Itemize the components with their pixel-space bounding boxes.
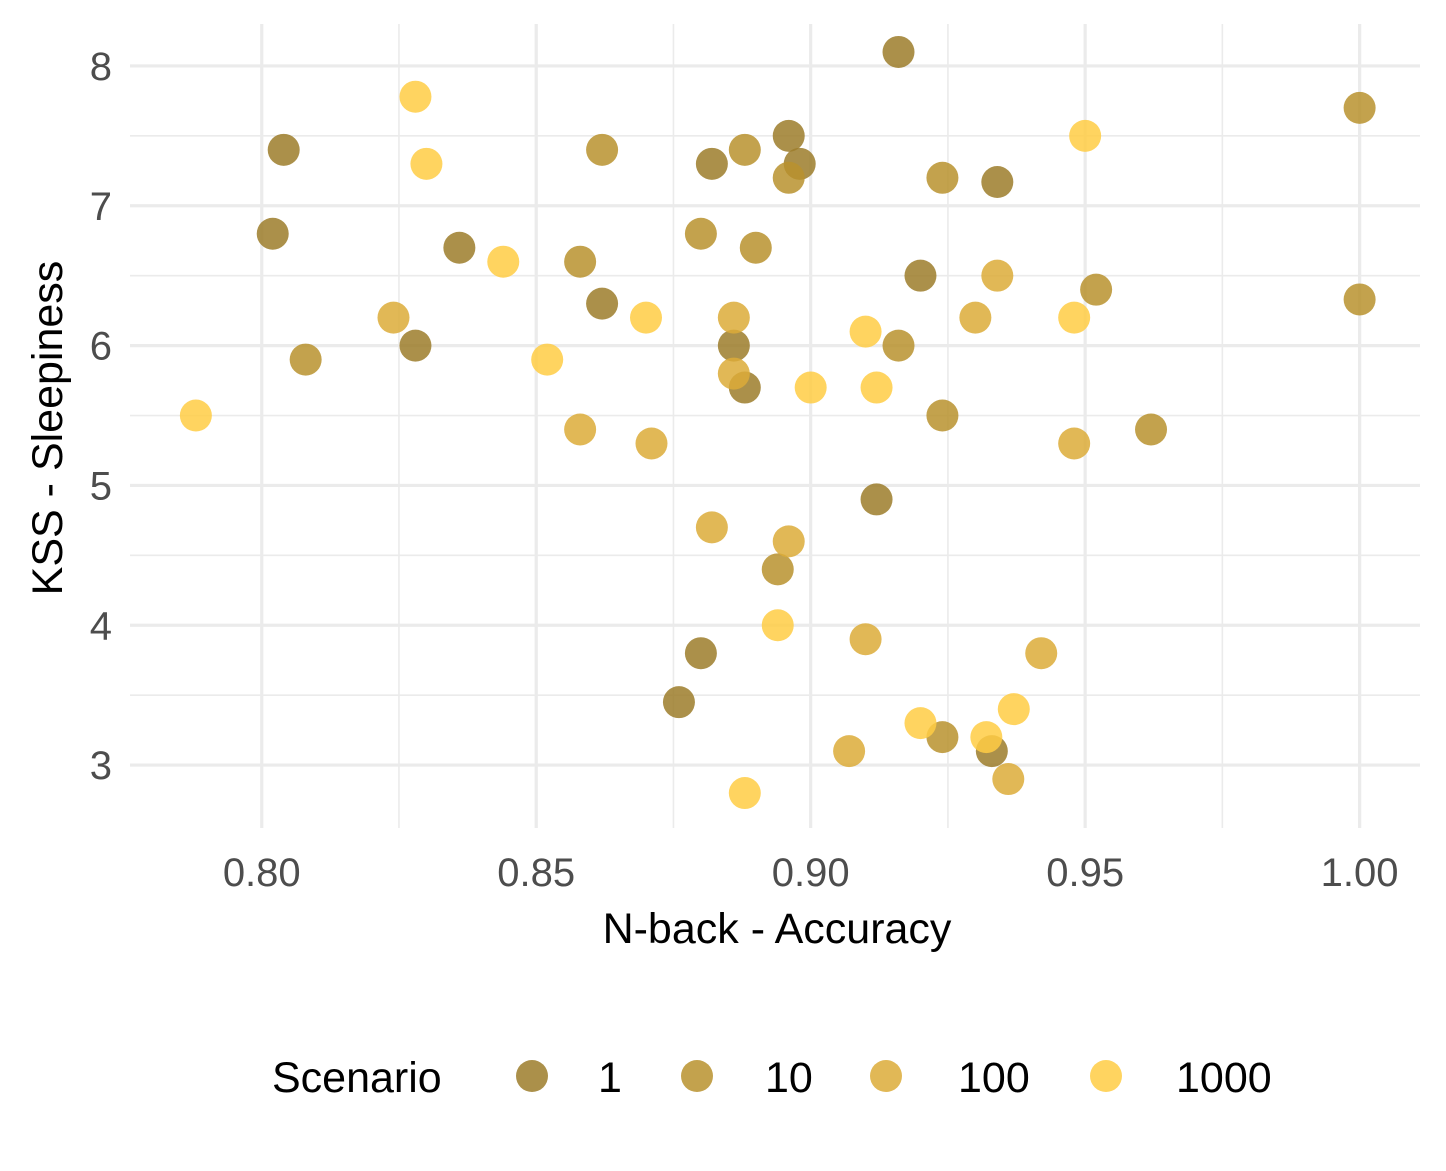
data-points: [179, 35, 1376, 810]
legend: Scenario 1 10 100 1000: [272, 1054, 1272, 1102]
scatter-point-scenario-1: [684, 637, 717, 670]
scatter-point-scenario-10: [564, 245, 597, 278]
scatter-point-scenario-1000: [849, 315, 882, 348]
scatter-point-scenario-100: [1025, 637, 1058, 670]
scatter-point-scenario-1: [695, 147, 728, 180]
scatter-point-scenario-1: [772, 119, 805, 152]
scatter-point-scenario-1: [267, 133, 300, 166]
y-tick-label: 5: [90, 464, 112, 508]
y-tick-label: 6: [90, 325, 112, 369]
scatter-point-scenario-1000: [794, 371, 827, 404]
scatter-point-scenario-1000: [904, 707, 937, 740]
scatter-point-scenario-10: [1343, 91, 1376, 124]
scatter-point-scenario-1000: [860, 371, 893, 404]
scatter-point-scenario-10: [926, 161, 959, 194]
y-tick-label: 7: [90, 185, 112, 229]
x-tick-label: 1.00: [1321, 851, 1399, 895]
legend-key-10: [681, 1060, 713, 1092]
x-tick-label: 0.95: [1046, 851, 1124, 895]
scatter-point-scenario-1000: [761, 609, 794, 642]
scatter-point-scenario-1000: [531, 343, 564, 376]
legend-key-1: [516, 1060, 548, 1092]
scatter-point-scenario-100: [772, 525, 805, 558]
y-axis-tick-labels: 3 4 5 6 7 8: [90, 45, 112, 788]
scatter-point-scenario-100: [717, 357, 750, 390]
y-tick-label: 3: [90, 744, 112, 788]
scatter-point-scenario-100: [695, 511, 728, 544]
legend-label-10: 10: [765, 1054, 813, 1102]
scatter-point-scenario-10: [772, 161, 805, 194]
scatter-point-scenario-1: [860, 483, 893, 516]
scatter-point-scenario-100: [849, 623, 882, 656]
legend-title: Scenario: [272, 1054, 442, 1102]
scatter-point-scenario-100: [992, 763, 1025, 796]
scatter-point-scenario-10: [926, 399, 959, 432]
scatter-point-scenario-10: [882, 329, 915, 362]
scatter-point-scenario-1000: [1069, 119, 1102, 152]
x-tick-label: 0.80: [223, 851, 301, 895]
x-axis-title: N-back - Accuracy: [603, 905, 952, 953]
scatter-point-scenario-1000: [399, 80, 432, 113]
scatter-point-scenario-1000: [970, 721, 1003, 754]
scatter-point-scenario-1: [981, 166, 1014, 199]
scatter-point-scenario-1000: [1058, 301, 1091, 334]
scatter-point-scenario-1: [256, 217, 289, 250]
scatter-point-scenario-1: [586, 287, 619, 320]
x-tick-label: 0.85: [497, 851, 575, 895]
scatter-point-scenario-100: [377, 301, 410, 334]
scatter-point-scenario-10: [761, 553, 794, 586]
scatter-point-scenario-1: [399, 329, 432, 362]
scatter-point-scenario-1: [717, 329, 750, 362]
scatter-point-scenario-10: [684, 217, 717, 250]
scatter-point-scenario-10: [1343, 283, 1376, 316]
scatter-point-scenario-1000: [410, 147, 443, 180]
scatter-point-scenario-1000: [179, 399, 212, 432]
scatter-point-scenario-100: [1058, 427, 1091, 460]
scatter-point-scenario-1: [882, 35, 915, 68]
scatter-point-scenario-10: [728, 133, 761, 166]
scatter-point-scenario-100: [717, 301, 750, 334]
y-tick-label: 4: [90, 604, 112, 648]
scatter-point-scenario-10: [586, 133, 619, 166]
y-tick-label: 8: [90, 45, 112, 89]
legend-key-1000: [1090, 1060, 1122, 1092]
scatter-point-scenario-1000: [630, 301, 662, 334]
y-axis-title: KSS - Sleepiness: [24, 261, 72, 596]
x-axis-tick-labels: 0.80 0.85 0.90 0.95 1.00: [223, 851, 1399, 895]
scatter-point-scenario-1: [904, 259, 937, 292]
scatter-point-scenario-10: [739, 231, 772, 264]
legend-key-100: [870, 1060, 902, 1092]
scatter-point-scenario-100: [959, 301, 992, 334]
grid-lines: [130, 24, 1420, 828]
scatter-point-scenario-10: [289, 343, 322, 376]
scatter-point-scenario-1000: [487, 245, 520, 278]
scatter-point-scenario-100: [564, 413, 597, 446]
legend-label-1000: 1000: [1176, 1054, 1272, 1102]
scatter-point-scenario-10: [1080, 273, 1113, 306]
legend-label-100: 100: [958, 1054, 1030, 1102]
scatter-point-scenario-1000: [728, 777, 761, 810]
scatter-point-scenario-100: [833, 735, 866, 768]
scatter-point-scenario-10: [1135, 413, 1168, 446]
scatter-point-scenario-1: [662, 686, 695, 719]
legend-label-1: 1: [598, 1054, 622, 1102]
scatter-point-scenario-100: [981, 259, 1014, 292]
scatter-point-scenario-1000: [997, 693, 1030, 726]
x-tick-label: 0.90: [772, 851, 850, 895]
scatter-point-scenario-100: [635, 427, 668, 460]
scatter-point-scenario-1: [443, 231, 476, 264]
